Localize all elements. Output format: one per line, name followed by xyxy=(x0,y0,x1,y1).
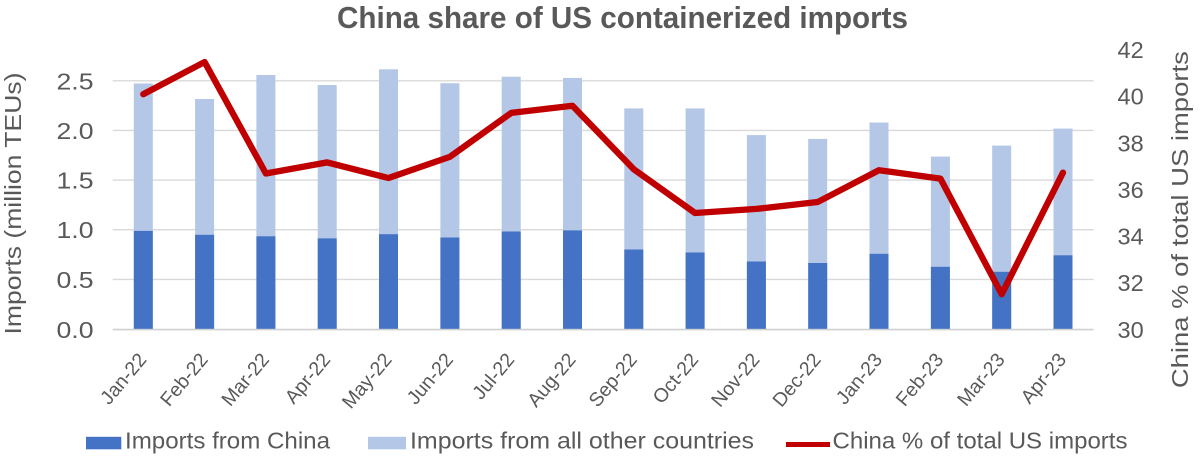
svg-text:0.5: 0.5 xyxy=(57,267,94,293)
svg-text:34: 34 xyxy=(1118,224,1144,250)
svg-text:Imports (million TEUs): Imports (million TEUs) xyxy=(0,73,26,335)
svg-text:China % of total US imports: China % of total US imports xyxy=(1167,51,1193,388)
svg-text:32: 32 xyxy=(1118,270,1144,296)
svg-text:China share of US containerize: China share of US containerized imports xyxy=(337,0,908,35)
svg-text:China % of total US imports: China % of total US imports xyxy=(833,428,1128,454)
svg-text:2.5: 2.5 xyxy=(57,68,94,94)
svg-text:2.0: 2.0 xyxy=(57,118,94,144)
svg-text:38: 38 xyxy=(1118,130,1144,156)
svg-text:36: 36 xyxy=(1118,177,1144,203)
svg-text:0.0: 0.0 xyxy=(57,317,94,343)
svg-text:1.0: 1.0 xyxy=(57,217,94,243)
svg-text:42: 42 xyxy=(1118,37,1144,63)
svg-text:Imports from China: Imports from China xyxy=(125,428,331,454)
svg-text:40: 40 xyxy=(1118,84,1144,110)
svg-text:30: 30 xyxy=(1118,317,1144,343)
svg-text:Imports from all other countri: Imports from all other countries xyxy=(410,428,754,454)
svg-text:1.5: 1.5 xyxy=(57,168,94,194)
